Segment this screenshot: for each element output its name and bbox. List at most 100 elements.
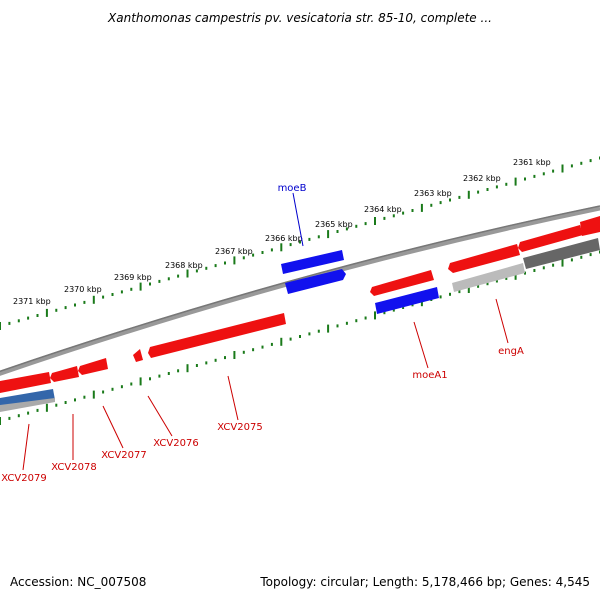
inner-tick-track [0, 250, 600, 425]
gene-XCV2077[interactable] [78, 358, 108, 375]
outer-tick-63 [589, 159, 592, 163]
inner-tick-22 [205, 361, 208, 365]
inner-tick-1 [8, 416, 11, 420]
outer-tick-55 [514, 177, 517, 186]
gene-upstream-grey[interactable] [523, 238, 600, 269]
ruler-tick-2368: 2368 kbp [165, 261, 203, 270]
map-title: Xanthomonas campestris pv. vesicatoria s… [107, 11, 492, 25]
outer-tick-6 [55, 308, 58, 312]
inner-tick-43 [402, 306, 405, 309]
inner-tick-9 [83, 395, 86, 399]
inner-tick-31 [289, 337, 292, 341]
footer-accession: Accession: NC_007508 [10, 575, 146, 589]
outer-tick-24 [224, 261, 226, 265]
inner-tick-38 [355, 319, 358, 323]
ruler-tick-2367: 2367 kbp [215, 247, 253, 256]
label-engA[interactable]: engA [498, 346, 524, 357]
inner-tick-52 [486, 282, 489, 286]
ruler-tick-2369: 2369 kbp [114, 273, 152, 282]
outer-tick-30 [280, 243, 283, 252]
inner-tick-2 [17, 414, 20, 418]
inner-tick-60 [561, 258, 564, 267]
inner-tick-37 [345, 321, 348, 325]
outer-tick-11 [102, 295, 105, 299]
outer-tick-44 [411, 209, 414, 212]
inner-tick-56 [524, 271, 526, 275]
outer-tick-9 [83, 300, 86, 304]
outer-tick-56 [524, 177, 526, 181]
gene-moeA1-region[interactable] [370, 270, 434, 296]
inner-tick-29 [270, 342, 273, 346]
gene-XCV2079-shadow[interactable] [0, 398, 55, 412]
outer-tick-53 [495, 185, 498, 189]
outer-tick-31 [289, 243, 292, 247]
leader-XCV2079 [22, 423, 30, 471]
ruler-tick-2365: 2365 kbp [315, 220, 353, 229]
inner-tick-14 [130, 382, 133, 386]
outer-tick-54 [505, 182, 508, 186]
inner-tick-20 [186, 364, 189, 373]
leader-XCV2077 [102, 405, 124, 449]
gene-XCV2079[interactable] [0, 372, 51, 393]
leader-XCV2075 [227, 375, 239, 421]
inner-tick-35 [327, 324, 330, 333]
label-leaders [22, 192, 509, 471]
gene-XCV2078[interactable] [50, 366, 79, 382]
outer-tick-13 [120, 290, 123, 294]
gene-engA[interactable] [448, 244, 520, 273]
inner-tick-23 [214, 358, 217, 362]
outer-tick-1 [8, 321, 11, 325]
inner-tick-62 [580, 255, 583, 259]
gene-moeA1[interactable] [375, 287, 439, 314]
inner-tick-13 [120, 385, 123, 389]
inner-tick-26 [242, 350, 245, 354]
footer-stats: Topology: circular; Length: 5,178,466 bp… [259, 575, 590, 589]
ruler-tick-2362: 2362 kbp [463, 174, 501, 183]
gene-XCV2076[interactable] [133, 349, 143, 362]
gene-track [0, 216, 600, 412]
inner-tick-5 [45, 403, 48, 412]
inner-tick-8 [74, 398, 76, 402]
inner-tick-12 [111, 387, 114, 391]
gene-upstream-2[interactable] [580, 216, 600, 236]
label-XCV2077[interactable]: XCV2077 [101, 450, 146, 461]
outer-tick-15 [139, 282, 142, 291]
outer-tick-59 [552, 169, 555, 173]
gene-XCV2075[interactable] [148, 313, 286, 358]
label-XCV2078[interactable]: XCV2078 [51, 462, 96, 473]
inner-tick-40 [374, 311, 376, 320]
gene-moeB-arrow-1[interactable] [281, 250, 344, 274]
label-moeB[interactable]: moeB [278, 183, 307, 194]
outer-tick-49 [458, 195, 461, 199]
inner-tick-18 [167, 372, 170, 375]
outer-tick-26 [242, 256, 245, 260]
gene-upstream-1[interactable] [518, 225, 583, 252]
label-XCV2075[interactable]: XCV2075 [217, 422, 262, 433]
gene-engA-shadow[interactable] [452, 263, 525, 292]
inner-tick-3 [27, 411, 30, 415]
label-moeA1[interactable]: moeA1 [412, 370, 447, 381]
label-XCV2076[interactable]: XCV2076 [153, 438, 198, 449]
outer-tick-62 [580, 161, 583, 165]
inner-tick-15 [139, 377, 142, 386]
inner-tick-11 [102, 390, 105, 394]
outer-tick-51 [477, 190, 480, 194]
outer-tick-45 [420, 203, 423, 212]
inner-tick-42 [392, 308, 395, 312]
ruler-labels: 2361 kbp 2362 kbp 2363 kbp 2364 kbp 2365… [13, 158, 551, 306]
inner-tick-34 [317, 329, 320, 333]
ruler-tick-2361: 2361 kbp [513, 158, 551, 167]
label-XCV2079[interactable]: XCV2079 [1, 473, 46, 484]
inner-tick-39 [364, 316, 367, 320]
outer-tick-10 [92, 295, 95, 304]
outer-tick-17 [158, 279, 161, 283]
outer-tick-50 [467, 190, 470, 199]
gene-moeB-arrow-2[interactable] [285, 269, 346, 294]
leader-engA [495, 298, 509, 344]
outer-tick-8 [74, 303, 76, 307]
genome-backbone-highlight [0, 205, 600, 373]
outer-tick-37 [345, 227, 348, 231]
inner-tick-30 [280, 337, 283, 346]
outer-tick-34 [317, 235, 320, 239]
inner-tick-55 [514, 271, 517, 280]
